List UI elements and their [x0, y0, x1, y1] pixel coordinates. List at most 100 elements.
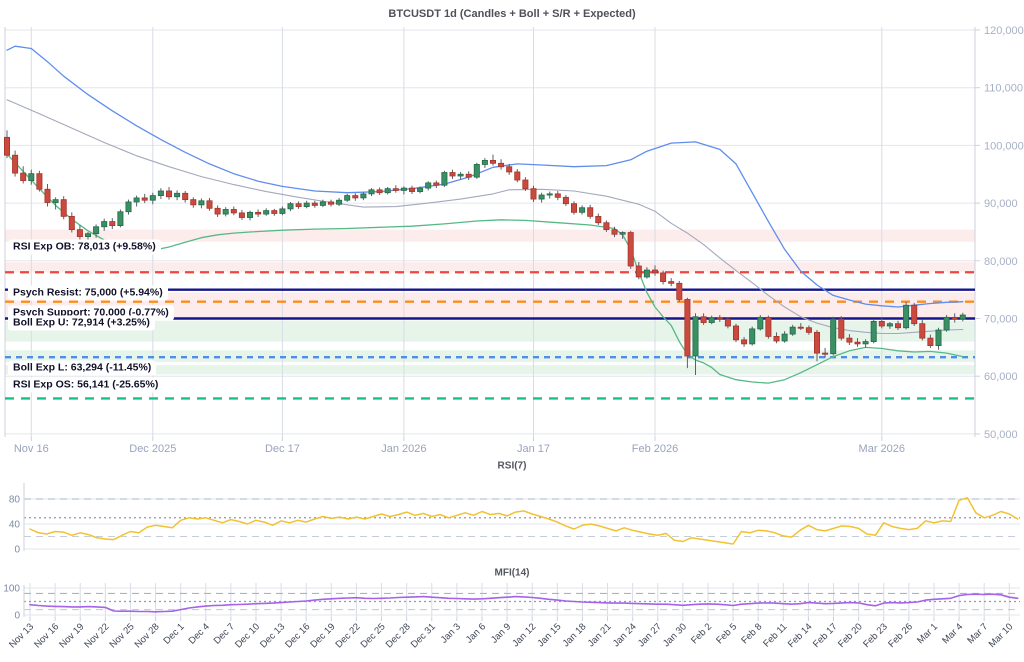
bottom-date-label: Jan 18 — [561, 621, 589, 649]
candle-body-up — [473, 164, 480, 178]
rsi-tick-label: 80 — [9, 495, 21, 506]
candle-body-down — [765, 316, 772, 337]
candles-layer — [4, 130, 966, 376]
candle-body-down — [652, 269, 659, 274]
candle-body-up — [546, 193, 553, 196]
candle-body-down — [595, 215, 602, 224]
candle-body-down — [854, 341, 861, 345]
level-label-psych-resist: Psych Resist: 75,000 (+5.94%) — [8, 285, 168, 301]
candle-body-down — [951, 316, 958, 320]
bottom-date-label: Jan 15 — [535, 621, 563, 649]
candle-body-up — [360, 193, 367, 199]
candle-body-up — [870, 320, 877, 342]
candle-body-down — [20, 172, 27, 181]
candle-body-down — [182, 192, 189, 201]
candle-body-down — [141, 197, 148, 201]
candle-body-down — [206, 200, 213, 209]
candle-body-up — [708, 317, 715, 323]
candle-body-up — [149, 195, 156, 201]
candle-body-up — [336, 199, 343, 205]
price-tick-label: 50,000 — [984, 429, 1018, 441]
candle-body-down — [716, 317, 723, 320]
candle-body-down — [627, 232, 634, 267]
candle-body-down — [506, 166, 513, 173]
candle-body-up — [125, 201, 132, 213]
bollinger-upper-line — [6, 45, 964, 308]
candle-body-down — [684, 299, 691, 357]
bottom-date-label: Feb 8 — [739, 621, 764, 646]
candle-body-up — [384, 188, 391, 194]
bottom-date-label: Feb 23 — [861, 621, 890, 650]
sr-zone — [5, 365, 975, 375]
bottom-date-label: Jan 12 — [510, 621, 538, 649]
candle-body-down — [741, 339, 748, 345]
candle-body-down — [635, 265, 642, 278]
candle-body-down — [676, 282, 683, 300]
candle-body-down — [668, 281, 675, 284]
level-label-rsi-exp-os: RSI Exp OS: 56,141 (-25.65%) — [8, 377, 164, 393]
bottom-date-label: Feb 26 — [886, 621, 915, 650]
candle-body-down — [611, 229, 618, 235]
candle-body-up — [943, 316, 950, 331]
candle-body-up — [538, 194, 545, 200]
bottom-date-label: Jan 21 — [586, 621, 614, 649]
level-label-boll-exp-l: Boll Exp L: 63,294 (-11.45%) — [8, 360, 157, 376]
candle-body-down — [805, 327, 812, 333]
rsi-tick-label: 0 — [14, 545, 20, 556]
candle-body-down — [814, 331, 821, 354]
bottom-date-label: Mar 1 — [915, 621, 940, 646]
bottom-date-label: Nov 16 — [32, 621, 61, 650]
candle-body-up — [862, 341, 869, 345]
price-axis: 120,000 110,000 100,000 90,000 80,000 70,000 6… — [975, 25, 1024, 441]
candle-body-down — [554, 193, 561, 198]
bottom-date-label: Jan 27 — [636, 621, 664, 649]
rsi-panel: 80 40 0 — [9, 483, 1020, 556]
sr-zone — [5, 262, 975, 273]
candle-body-up — [85, 233, 92, 237]
candle-body-up — [417, 187, 424, 192]
candle-body-up — [303, 202, 310, 207]
candle-body-up — [619, 232, 626, 235]
candle-body-up — [157, 190, 164, 196]
candle-body-up — [174, 192, 181, 198]
price-tick-label: 90,000 — [984, 198, 1018, 210]
candle-body-down — [530, 188, 537, 200]
candle-body-down — [44, 188, 51, 203]
bottom-date-label: Feb 2 — [689, 621, 714, 646]
candle-body-down — [911, 304, 918, 325]
mfi-panel-title: MFI(14) — [494, 567, 530, 579]
bottom-date-label: Dec 16 — [283, 621, 312, 650]
bottom-date-label: Dec 25 — [359, 621, 388, 650]
main-date-axis: Nov 16 Dec 2025 Dec 17 Jan 2026 Jan 17 Feb 20… — [14, 437, 905, 455]
candle-body-down — [68, 215, 75, 231]
candle-body-up — [279, 208, 286, 214]
candle-body-down — [238, 212, 245, 218]
candle-body-down — [562, 196, 569, 205]
candle-body-down — [838, 318, 845, 339]
candle-body-down — [214, 207, 221, 215]
candle-body-up — [830, 318, 837, 355]
candle-body-up — [222, 209, 229, 215]
mfi-tick-label: 0 — [14, 611, 20, 622]
candle-body-down — [109, 221, 116, 227]
candle-body-down — [846, 337, 853, 343]
bottom-date-label: Mar 10 — [987, 621, 1016, 650]
candle-body-up — [319, 201, 326, 206]
bottom-date-label: Jan 6 — [464, 621, 488, 645]
candle-body-down — [295, 203, 302, 207]
bottom-date-label: Nov 25 — [107, 621, 136, 650]
candle-body-down — [603, 222, 610, 231]
date-tick-label: Nov 16 — [14, 443, 49, 455]
candle-body-down — [489, 160, 496, 164]
candle-body-up — [959, 314, 966, 320]
bottom-date-label: Jan 30 — [661, 621, 689, 649]
candle-body-down — [230, 209, 237, 214]
candle-body-down — [773, 335, 780, 342]
bottom-date-label: Feb 14 — [786, 621, 815, 650]
mfi-tick-label: 100 — [3, 584, 20, 595]
candle-body-down — [498, 162, 505, 168]
candle-body-down — [60, 199, 67, 217]
candle-body-up — [935, 329, 942, 347]
candle-body-down — [587, 207, 594, 217]
